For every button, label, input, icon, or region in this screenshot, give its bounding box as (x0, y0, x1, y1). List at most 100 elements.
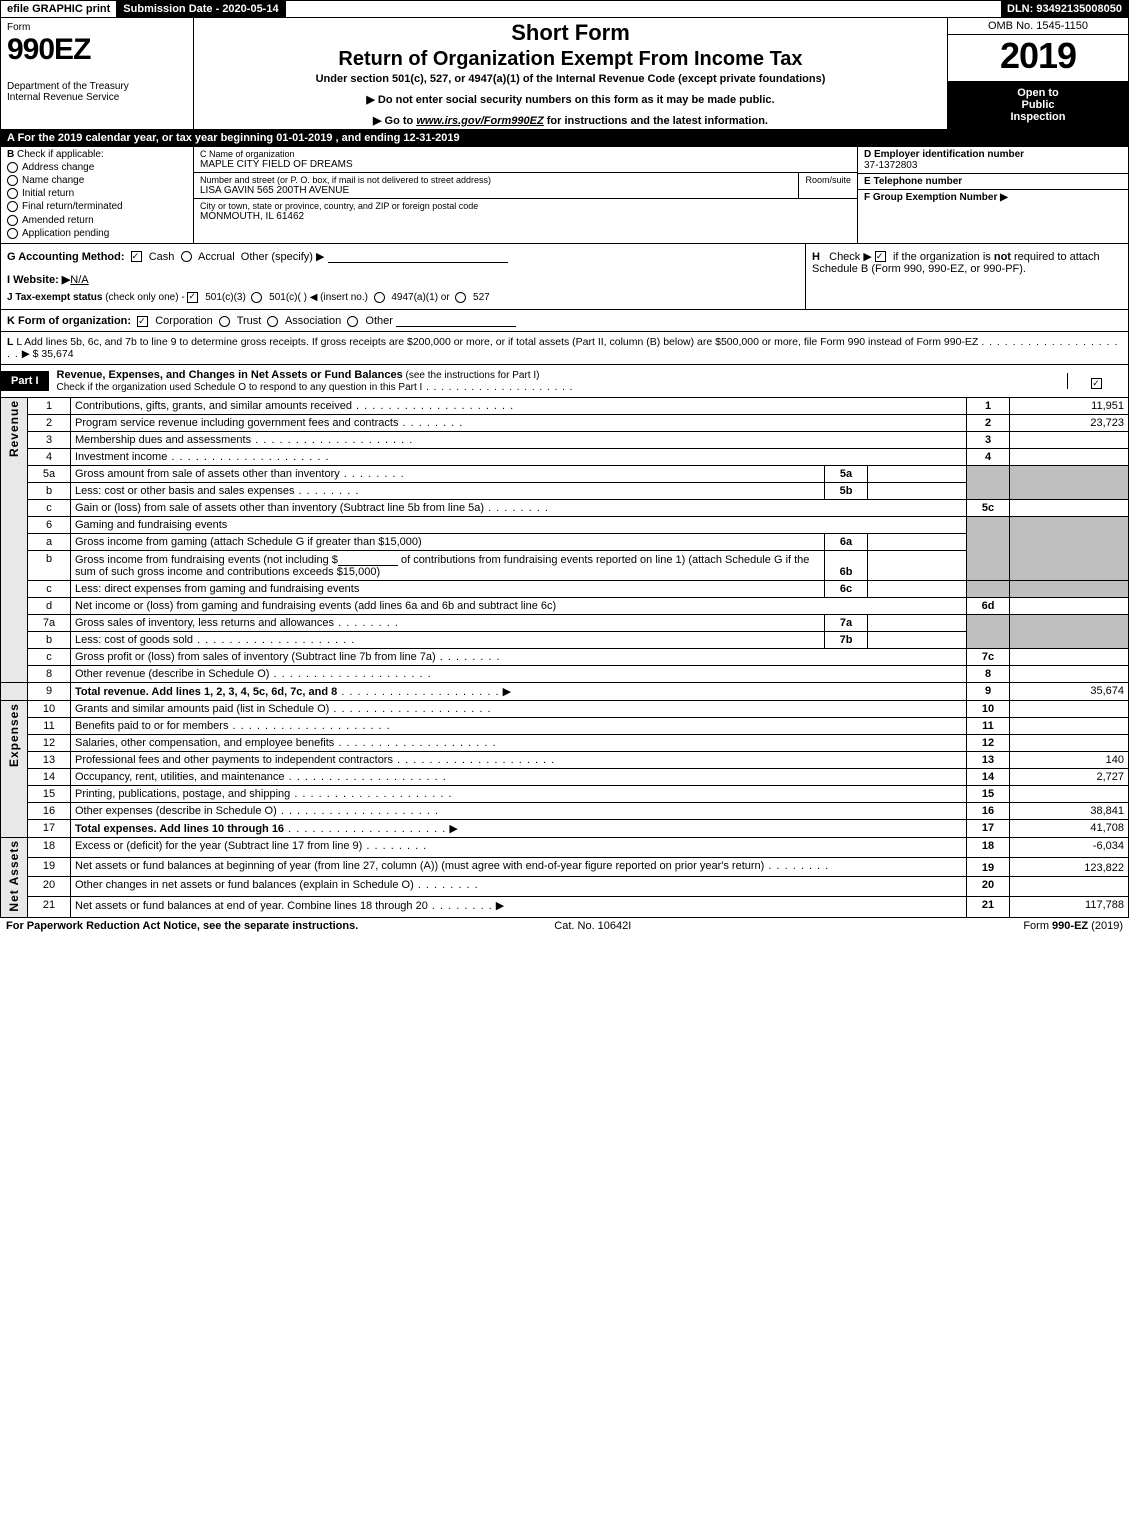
cb-initial-return[interactable]: Initial return (7, 188, 187, 199)
line-rnum: 13 (967, 751, 1010, 768)
shaded-cell (967, 580, 1010, 597)
cb-final-return[interactable]: Final return/terminated (7, 201, 187, 212)
line-num: 16 (28, 802, 71, 819)
cb-501c[interactable] (251, 292, 262, 303)
cb-association[interactable] (267, 316, 278, 327)
cb-other-org[interactable] (347, 316, 358, 327)
line-rnum: 6d (967, 597, 1010, 614)
line-num: 13 (28, 751, 71, 768)
ein-value: 37-1372803 (864, 160, 1122, 171)
line-num: 8 (28, 665, 71, 682)
row-l: L L Add lines 5b, 6c, and 7b to line 9 t… (0, 332, 1129, 365)
table-row: c Less: direct expenses from gaming and … (1, 580, 1129, 597)
h-text2: if the organization is (893, 251, 994, 263)
b-label: B (7, 149, 14, 160)
block-b: B Check if applicable: Address change Na… (1, 147, 194, 243)
open-to: Open to (950, 87, 1126, 99)
street-cell: Number and street (or P. O. box, if mail… (194, 173, 798, 198)
cb-4947a1[interactable] (374, 292, 385, 303)
line-num: 21 (28, 896, 71, 917)
cb-name-change[interactable]: Name change (7, 175, 187, 186)
form-number: 990EZ (7, 33, 187, 67)
phone-label: E Telephone number (864, 176, 1122, 187)
line-rval (1010, 734, 1129, 751)
line-desc: Less: cost or other basis and sales expe… (71, 482, 825, 499)
city-cell: City or town, state or province, country… (194, 199, 857, 224)
table-row: b Gross income from fundraising events (… (1, 550, 1129, 580)
line-subval (868, 465, 967, 482)
line-rval: 41,708 (1010, 819, 1129, 837)
cb-accrual[interactable] (181, 251, 192, 262)
line-num: 9 (28, 682, 71, 700)
line-desc: Membership dues and assessments (71, 431, 967, 448)
row-k: K Form of organization: Corporation Trus… (0, 310, 1129, 332)
line-num: 19 (28, 857, 71, 877)
cb-schedule-b-not-required[interactable] (875, 251, 886, 262)
line-desc: Gross profit or (loss) from sales of inv… (71, 648, 967, 665)
line-desc: Occupancy, rent, utilities, and maintena… (71, 768, 967, 785)
line-rval (1010, 877, 1129, 897)
net-assets-side-label: Net Assets (1, 837, 28, 917)
efile-print-button[interactable]: efile GRAPHIC print (1, 1, 117, 17)
cb-address-change[interactable]: Address change (7, 162, 187, 173)
shaded-cell (967, 465, 1010, 499)
line-desc: Other revenue (describe in Schedule O) (71, 665, 967, 682)
line-rval: 123,822 (1010, 857, 1129, 877)
line-rnum: 18 (967, 837, 1010, 857)
line-rval (1010, 785, 1129, 802)
street-label: Number and street (or P. O. box, if mail… (200, 175, 792, 185)
table-row: Expenses 10 Grants and similar amounts p… (1, 700, 1129, 717)
other-specify-field[interactable] (328, 250, 508, 263)
line-desc: Other changes in net assets or fund bala… (71, 877, 967, 897)
h-text1: Check ▶ (829, 251, 872, 263)
city-label: City or town, state or province, country… (200, 201, 851, 211)
table-row: Net Assets 18 Excess or (deficit) for th… (1, 837, 1129, 857)
other-org-field[interactable] (396, 314, 516, 327)
table-row: 16 Other expenses (describe in Schedule … (1, 802, 1129, 819)
cb-amended-return[interactable]: Amended return (7, 215, 187, 226)
line-desc: Grants and similar amounts paid (list in… (71, 700, 967, 717)
cb-application-pending[interactable]: Application pending (7, 228, 187, 239)
part-1-title: Revenue, Expenses, and Changes in Net As… (49, 365, 1067, 397)
6b-amount-field[interactable] (338, 553, 398, 566)
line-num: 18 (28, 837, 71, 857)
cb-cash[interactable] (131, 251, 142, 262)
line-num: 3 (28, 431, 71, 448)
line-rval: 11,951 (1010, 398, 1129, 415)
cb-schedule-o-part1[interactable] (1091, 378, 1102, 389)
block-c: C Name of organization MAPLE CITY FIELD … (194, 147, 857, 243)
table-row: 20 Other changes in net assets or fund b… (1, 877, 1129, 897)
group-exemption-label: F Group Exemption Number ▶ (864, 192, 1122, 203)
tax-exempt-status: J Tax-exempt status (check only one) - 5… (7, 292, 799, 303)
row-g-h: G Accounting Method: Cash Accrual Other … (0, 244, 1129, 310)
line-desc: Total expenses. Add lines 10 through 16 (71, 819, 967, 837)
website-label: I Website: ▶ (7, 274, 70, 286)
shaded-cell (1010, 580, 1129, 597)
line-desc: Net assets or fund balances at beginning… (71, 857, 967, 877)
table-row: b Less: cost or other basis and sales ex… (1, 482, 1129, 499)
irs-link[interactable]: www.irs.gov/Form990EZ (416, 115, 543, 127)
line-num: 6 (28, 516, 71, 533)
line-desc: Program service revenue including govern… (71, 414, 967, 431)
part-1-schedule-o-checkbox-cell (1067, 373, 1128, 389)
cb-corporation[interactable] (137, 316, 148, 327)
line-rnum: 7c (967, 648, 1010, 665)
cat-no: Cat. No. 10642I (554, 920, 631, 932)
table-row: 5a Gross amount from sale of assets othe… (1, 465, 1129, 482)
part-1-check-instruction: Check if the organization used Schedule … (57, 382, 423, 393)
line-rnum: 10 (967, 700, 1010, 717)
top-bar: efile GRAPHIC print Submission Date - 20… (0, 0, 1129, 18)
shaded-cell (967, 516, 1010, 580)
line-num: 2 (28, 414, 71, 431)
phone-cell: E Telephone number (858, 174, 1128, 190)
cb-trust[interactable] (219, 316, 230, 327)
cb-527[interactable] (455, 292, 466, 303)
cb-501c3[interactable] (187, 292, 198, 303)
table-row: a Gross income from gaming (attach Sched… (1, 533, 1129, 550)
row-h: H Check ▶ if the organization is not req… (805, 244, 1128, 309)
table-row: 3 Membership dues and assessments 3 (1, 431, 1129, 448)
line-rnum: 15 (967, 785, 1010, 802)
inspection: Inspection (950, 111, 1126, 123)
table-row: 21 Net assets or fund balances at end of… (1, 896, 1129, 917)
line-num: 11 (28, 717, 71, 734)
